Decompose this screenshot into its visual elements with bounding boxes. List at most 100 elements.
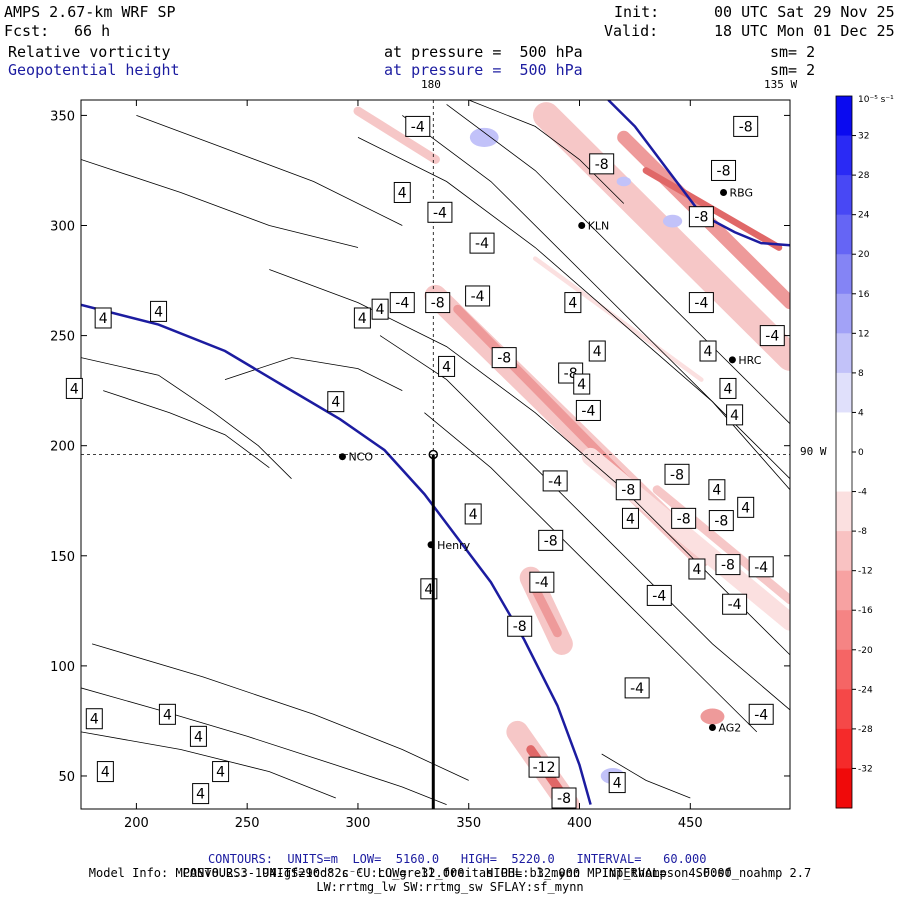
contour-label-text: 4 xyxy=(692,562,701,578)
contour-label: 4 xyxy=(699,340,717,362)
contour-label-text: 4 xyxy=(577,377,586,393)
contour-label-text: -4 xyxy=(754,707,768,723)
colorbar: 32 28 24 20 16 12 8 4 0 -4 -8 -12 -16 -20 -24 -28 -32 10⁻… xyxy=(835,95,894,809)
contour-label: -8 xyxy=(589,153,615,175)
colorbar-label-0: 0 xyxy=(858,448,864,458)
model-title: AMPS 2.67-km WRF SP xyxy=(4,3,176,21)
contour-label: -8 xyxy=(491,347,517,369)
station-nco: NCO xyxy=(338,451,373,464)
height-contour-5160 xyxy=(81,303,592,805)
station-marker xyxy=(720,188,728,196)
contour-label: 4 xyxy=(608,772,626,794)
contour-label-text: -4 xyxy=(765,329,779,345)
contour-label: -8 xyxy=(715,554,741,576)
colorbar-label--16: -16 xyxy=(858,606,873,616)
vorticity-blob-3 xyxy=(662,214,683,228)
contour-label: 4 xyxy=(708,479,726,501)
colorbar-swatch-7 xyxy=(836,372,852,413)
contour-label-box xyxy=(465,285,491,307)
contour-label: -8 xyxy=(664,463,690,485)
contour-label-box xyxy=(699,340,717,362)
contour-label-text: 4 xyxy=(724,381,733,397)
lon-180-label: 180 xyxy=(421,78,441,91)
colorbar-label--12: -12 xyxy=(858,567,873,577)
x-tick-label-200: 200 xyxy=(124,816,149,831)
contour-label: 4 xyxy=(573,373,591,395)
contour-label: 4 xyxy=(65,377,83,399)
colorbar-label--32: -32 xyxy=(858,764,873,774)
contour-label-box xyxy=(715,554,741,576)
contour-label-text: 4 xyxy=(613,776,622,792)
colorbar-unit: 10⁻⁵ s⁻¹ xyxy=(858,95,894,105)
contour-label-text: 4 xyxy=(216,765,225,781)
field2-name: Geopotential height xyxy=(8,61,180,79)
contour-label: 4 xyxy=(94,307,112,329)
contour-label-box xyxy=(405,115,431,137)
contour-label-box xyxy=(688,206,714,228)
contour-label-text: 4 xyxy=(424,582,433,598)
x-tick-label-300: 300 xyxy=(346,816,371,831)
contour-label: 4 xyxy=(621,507,639,529)
station-label: Henry xyxy=(437,539,471,552)
contour-label-text: 4 xyxy=(741,500,750,516)
field1-sm: sm= 2 xyxy=(770,43,816,61)
contour-label-box xyxy=(353,307,371,329)
vorticity-contour-line-13 xyxy=(468,100,625,204)
vorticity-contour-line-5 xyxy=(402,115,790,479)
contour-label-text: 4 xyxy=(712,483,721,499)
contour-label: -8 xyxy=(538,529,564,551)
contour-label-box xyxy=(722,593,748,615)
contour-label-box xyxy=(528,756,560,778)
contour-label: -8 xyxy=(688,206,714,228)
contour-label: -4 xyxy=(748,703,774,725)
contour-label-text: -8 xyxy=(497,351,511,367)
footer-vorticity-contours: CONTOURS: UNITS=10⁻⁵ s⁻¹ LOW= -32.000 HI… xyxy=(182,866,732,880)
contour-label-text: -4 xyxy=(535,575,549,591)
station-ag2: AG2 xyxy=(708,722,741,735)
contour-label: -4 xyxy=(748,556,774,578)
colorbar-swatch-2 xyxy=(836,175,852,216)
y-tick-label-250: 250 xyxy=(50,330,75,345)
colorbar-swatch-1 xyxy=(836,135,852,176)
vorticity-contour-line-11 xyxy=(81,731,336,799)
contour-label-box xyxy=(719,377,737,399)
vorticity-contour-line-6 xyxy=(446,104,790,424)
colorbar-swatch-14 xyxy=(836,649,852,690)
contour-label-text: 4 xyxy=(469,507,478,523)
colorbar-swatch-17 xyxy=(836,768,852,809)
contour-label: -4 xyxy=(405,115,431,137)
contour-label: 4 xyxy=(737,496,755,518)
contour-label: -8 xyxy=(671,507,697,529)
contour-label: 4 xyxy=(150,300,168,322)
fcst-label: Fcst: xyxy=(4,22,50,40)
contour-label-box xyxy=(615,479,641,501)
contour-label-box xyxy=(464,503,482,525)
colorbar-swatch-10 xyxy=(836,491,852,532)
contour-label: -4 xyxy=(529,571,555,593)
contour-label: -4 xyxy=(759,325,785,347)
valid-value: 18 UTC Mon 01 Dec 25 xyxy=(714,22,895,40)
colorbar-label-8: 8 xyxy=(858,369,864,379)
contour-label-box xyxy=(389,292,415,314)
contour-label-text: 4 xyxy=(704,344,713,360)
colorbar-swatch-6 xyxy=(836,333,852,374)
contour-label-box xyxy=(748,556,774,578)
colorbar-label-12: 12 xyxy=(858,329,869,339)
y-tick-label-350: 350 xyxy=(50,109,75,124)
contour-label: -4 xyxy=(389,292,415,314)
station-label: RBG xyxy=(730,186,754,199)
lon-135w-label: 135 W xyxy=(764,78,798,91)
contour-label-box xyxy=(588,340,606,362)
contour-label-text: 4 xyxy=(730,408,739,424)
contour-label-box xyxy=(96,761,114,783)
contour-label-text: -4 xyxy=(433,205,447,221)
contour-label-text: 4 xyxy=(99,311,108,327)
vorticity-contour-line-2 xyxy=(81,357,292,479)
contour-label: -4 xyxy=(427,201,453,223)
contour-label-box xyxy=(664,463,690,485)
contour-label: 4 xyxy=(371,298,389,320)
contour-label-box xyxy=(529,571,555,593)
field2-sm: sm= 2 xyxy=(770,61,816,79)
contour-label-box xyxy=(733,115,759,137)
contour-label-box xyxy=(542,470,568,492)
